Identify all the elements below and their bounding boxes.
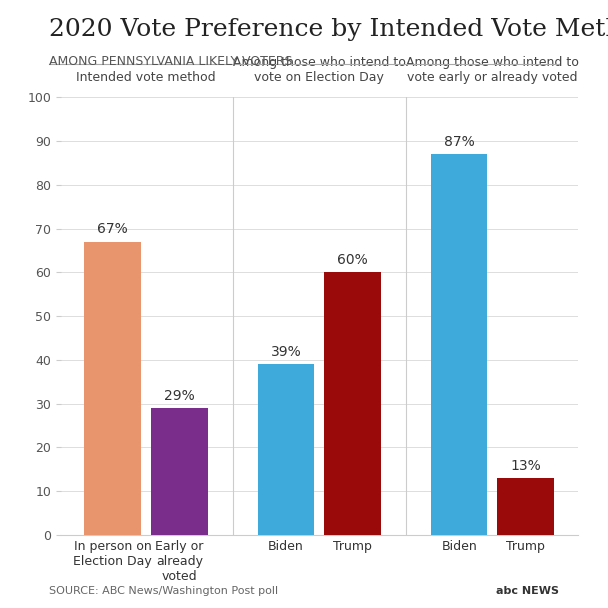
Text: 13%: 13% (510, 459, 541, 473)
Text: 29%: 29% (164, 389, 195, 403)
Text: 60%: 60% (337, 253, 368, 267)
Text: SOURCE: ABC News/Washington Post poll: SOURCE: ABC News/Washington Post poll (49, 586, 278, 596)
Text: Among those who intend to
vote early or already voted: Among those who intend to vote early or … (406, 56, 579, 84)
Bar (85, 242, 141, 535)
Bar (497, 478, 554, 535)
Bar (258, 364, 314, 535)
Text: 87%: 87% (444, 135, 474, 149)
Text: Intended vote method: Intended vote method (76, 71, 216, 84)
Text: Among those who intend to
vote on Election Day: Among those who intend to vote on Electi… (233, 56, 406, 84)
Text: 2020 Vote Preference by Intended Vote Method: 2020 Vote Preference by Intended Vote Me… (49, 18, 608, 41)
Bar (151, 408, 207, 535)
Text: 39%: 39% (271, 345, 301, 359)
Text: abc NEWS: abc NEWS (496, 586, 559, 596)
Bar (324, 272, 381, 535)
Text: 67%: 67% (97, 223, 128, 237)
Bar (431, 154, 488, 535)
Text: AMONG PENNSYLVANIA LIKELY VOTERS: AMONG PENNSYLVANIA LIKELY VOTERS (49, 55, 292, 67)
